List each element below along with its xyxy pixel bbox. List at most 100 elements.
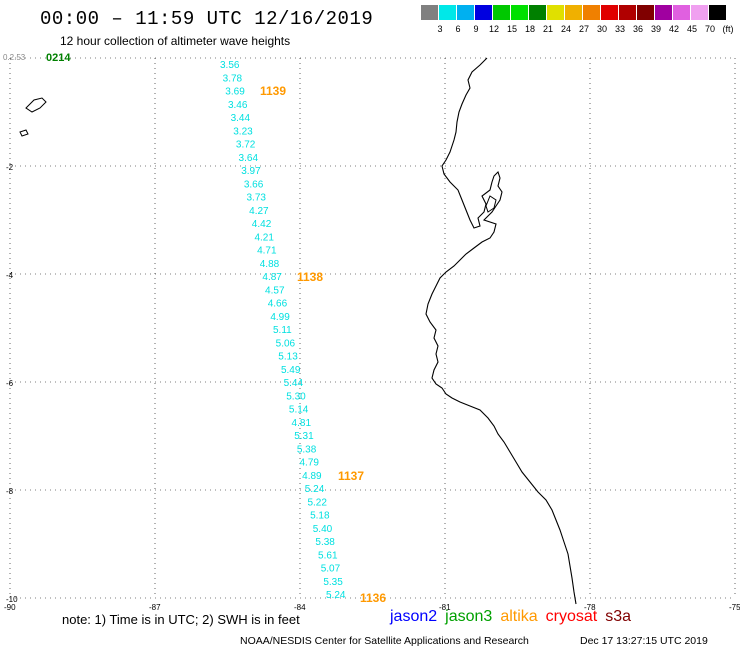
wave-height-value: 4.81 <box>292 418 312 429</box>
bay-inlet <box>485 195 497 213</box>
color-swatch <box>475 5 492 20</box>
color-scale-label: 33 <box>614 24 625 34</box>
x-tick-label: -75 <box>729 603 740 612</box>
wave-height-value: 3.56 <box>220 60 240 71</box>
wave-height-value: 4.89 <box>302 471 322 482</box>
color-swatch <box>511 5 528 20</box>
time-labels: 1139 1138 1137 1136 0214 <box>46 52 386 605</box>
wave-height-value: 5.07 <box>321 564 341 575</box>
wave-height-value: 5.22 <box>307 497 327 508</box>
x-tick-label: -90 <box>4 603 16 612</box>
color-swatch <box>421 5 438 20</box>
wave-height-value: 5.61 <box>318 550 338 561</box>
color-swatch <box>655 5 672 20</box>
wave-height-value: 5.18 <box>310 511 330 522</box>
corner-value-label: 0.2.53 <box>3 53 26 62</box>
satellite-legend-item: s3a <box>605 608 632 625</box>
wave-height-value: 3.64 <box>239 153 259 164</box>
pass-time-label: 1136 <box>360 591 386 605</box>
satellite-legend-item: jason2 <box>390 608 438 625</box>
wave-height-value: 4.79 <box>300 458 320 469</box>
color-scale-label: 3 <box>437 24 443 34</box>
map-title: 00:00 – 11:59 UTC 12/16/2019 <box>40 8 374 30</box>
wave-height-value: 4.57 <box>265 285 285 296</box>
wave-height-value: 3.23 <box>233 126 253 137</box>
color-scale-label: 15 <box>506 24 517 34</box>
color-scale-label: (ft) <box>722 24 734 34</box>
wave-height-value: 5.24 <box>305 484 325 495</box>
wave-height-value: 5.13 <box>278 352 298 363</box>
wave-height-value: 3.66 <box>244 179 264 190</box>
units-note: note: 1) Time is in UTC; 2) SWH is in fe… <box>62 612 300 627</box>
color-scale-label: 70 <box>704 24 715 34</box>
color-scale-label: 21 <box>542 24 553 34</box>
wave-height-value: 4.42 <box>252 219 272 230</box>
wave-height-value: 5.40 <box>313 524 333 535</box>
color-scale-label: 30 <box>596 24 607 34</box>
generation-timestamp: Dec 17 13:27:15 UTC 2019 <box>580 635 708 647</box>
color-swatch <box>619 5 636 20</box>
credit-line: NOAA/NESDIS Center for Satellite Applica… <box>240 635 529 647</box>
pass-time-label: 1139 <box>260 84 286 98</box>
wave-height-value: 3.72 <box>236 140 256 151</box>
pass-time-label: 1137 <box>338 469 364 483</box>
color-swatch <box>565 5 582 20</box>
wave-height-value: 4.21 <box>254 232 274 243</box>
color-swatch <box>691 5 708 20</box>
wave-height-value: 5.30 <box>286 391 306 402</box>
satellite-legend-item: jason3 <box>445 608 493 625</box>
wave-height-value: 3.78 <box>223 73 243 84</box>
satellite-legend-item: altika <box>500 608 538 625</box>
wave-height-value: 4.27 <box>249 206 269 217</box>
satellite-legend: jason2 jason3 altika cryosat s3a <box>390 608 639 626</box>
wave-height-value: 3.46 <box>228 100 248 111</box>
x-tick-label: -81 <box>439 603 451 612</box>
x-tick-label: -87 <box>149 603 161 612</box>
color-swatch <box>529 5 546 20</box>
wave-height-value: 5.24 <box>326 590 346 601</box>
wave-height-value: 5.35 <box>323 577 343 588</box>
altimeter-track: 3.56 3.78 3.69 3.46 3.44 3.23 3.72 3.64 3.97 3.66… <box>220 60 346 601</box>
wave-height-value: 4.99 <box>270 312 290 323</box>
map-subtitle: 12 hour collection of altimeter wave hei… <box>60 34 291 48</box>
color-scale-label: 39 <box>650 24 661 34</box>
wave-height-value: 5.06 <box>276 338 296 349</box>
color-scale-label: 18 <box>524 24 535 34</box>
color-swatch <box>601 5 618 20</box>
y-tick-label: -8 <box>6 487 14 496</box>
wave-height-value: 4.88 <box>260 259 280 270</box>
wave-height-value: 5.44 <box>284 378 304 389</box>
wave-height-value: 5.38 <box>297 444 317 455</box>
color-swatch <box>709 5 726 20</box>
y-tick-label: -4 <box>6 271 14 280</box>
color-scale-label: 27 <box>578 24 589 34</box>
color-scale-label: 45 <box>686 24 697 34</box>
color-scale-label: 42 <box>668 24 679 34</box>
color-scale-label: 6 <box>455 24 461 34</box>
wave-height-value: 5.14 <box>289 405 309 416</box>
wave-height-value: 5.31 <box>294 431 314 442</box>
pass-time-label-start: 0214 <box>46 52 71 64</box>
pass-time-label: 1138 <box>297 270 323 284</box>
wave-height-value: 4.66 <box>268 299 288 310</box>
wave-height-value: 4.71 <box>257 246 277 257</box>
color-scale-label: 9 <box>473 24 479 34</box>
color-scale-label: 24 <box>560 24 571 34</box>
y-tick-label: -6 <box>6 379 14 388</box>
satellite-legend-item: cryosat <box>545 608 598 625</box>
wave-height-value: 3.73 <box>247 193 267 204</box>
wave-height-value: 3.44 <box>231 113 251 124</box>
y-tick-label: -10 <box>6 595 18 604</box>
wave-height-value: 4.87 <box>262 272 282 283</box>
wave-height-value: 3.69 <box>225 87 245 98</box>
color-scale-label: 12 <box>488 24 499 34</box>
axis-labels: -2 -4 -6 -8 -10-90 -87 -84 -81 -78 -75 0.2.53 <box>3 53 740 612</box>
island <box>19 97 47 137</box>
color-swatch <box>583 5 600 20</box>
color-swatch <box>493 5 510 20</box>
color-swatch <box>637 5 654 20</box>
color-swatch <box>439 5 456 20</box>
wave-height-value: 5.11 <box>273 325 292 336</box>
wave-height-value: 3.97 <box>241 166 261 177</box>
